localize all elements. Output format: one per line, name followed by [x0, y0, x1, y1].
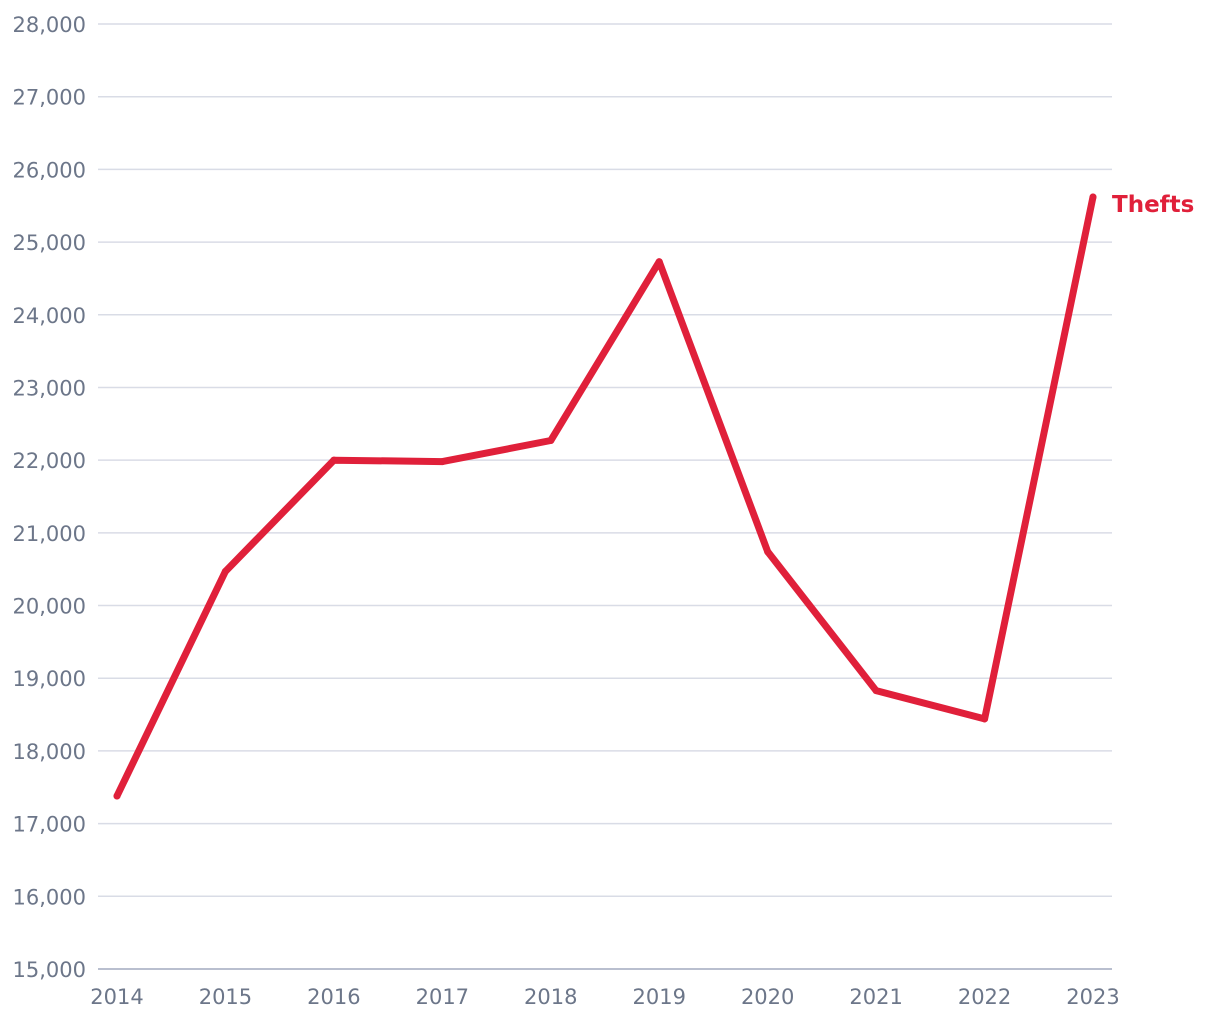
x-tick-label: 2016 [307, 985, 360, 1009]
data-point [872, 687, 880, 695]
data-point [547, 437, 555, 445]
y-tick-label: 21,000 [13, 522, 86, 546]
series-label: Thefts [1112, 192, 1194, 218]
y-tick-label: 18,000 [13, 740, 86, 764]
data-point [221, 567, 229, 575]
series-line-thefts [113, 193, 1097, 800]
data-point [764, 548, 772, 556]
x-tick-label: 2018 [524, 985, 577, 1009]
y-axis: 15,000 16,000 17,000 18,000 19,000 20,000 21,0… [13, 13, 86, 982]
x-tick-label: 2022 [958, 985, 1011, 1009]
x-tick-label: 2017 [416, 985, 469, 1009]
data-point [330, 456, 338, 464]
data-point [655, 258, 663, 266]
y-tick-label: 27,000 [13, 86, 86, 110]
x-tick-label: 2021 [849, 985, 902, 1009]
y-tick-label: 20,000 [13, 595, 86, 619]
y-tick-label: 23,000 [13, 376, 86, 400]
x-axis: 2014 2015 2016 2017 2018 2019 2020 2021 2022 2023 [90, 985, 1119, 1009]
data-point [113, 792, 121, 800]
data-point [981, 715, 989, 723]
data-point [1089, 193, 1097, 201]
y-tick-label: 19,000 [13, 667, 86, 691]
gridlines [98, 23, 1112, 970]
y-tick-label: 15,000 [13, 958, 86, 982]
y-tick-label: 28,000 [13, 13, 86, 37]
y-tick-label: 25,000 [13, 231, 86, 255]
x-tick-label: 2014 [90, 985, 143, 1009]
series-layer: Thefts [113, 192, 1194, 800]
y-tick-label: 22,000 [13, 449, 86, 473]
y-tick-label: 16,000 [13, 885, 86, 909]
x-tick-label: 2020 [741, 985, 794, 1009]
x-tick-label: 2023 [1066, 985, 1119, 1009]
x-tick-label: 2019 [632, 985, 685, 1009]
y-tick-label: 26,000 [13, 158, 86, 182]
y-tick-label: 17,000 [13, 813, 86, 837]
x-tick-label: 2015 [199, 985, 252, 1009]
data-point [438, 458, 446, 466]
y-tick-label: 24,000 [13, 304, 86, 328]
